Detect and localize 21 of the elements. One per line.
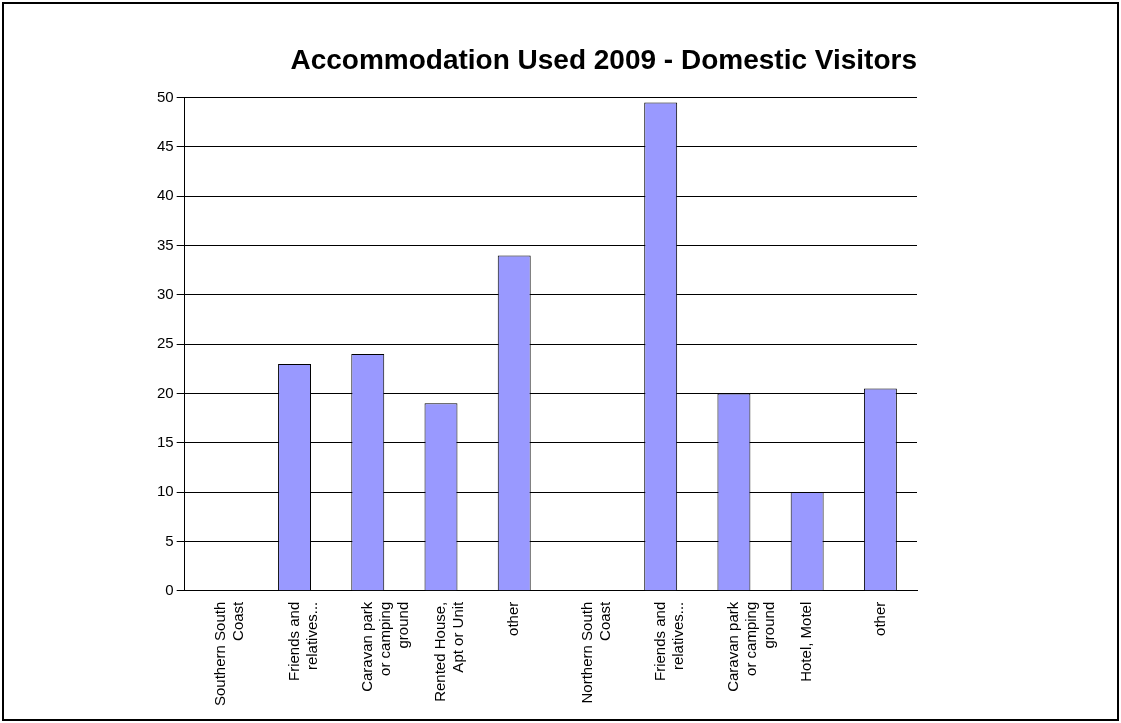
y-tick-label: 15 — [157, 432, 174, 450]
y-tick-label: 20 — [157, 383, 174, 401]
y-tick-label: 35 — [157, 235, 174, 253]
y-tick-label: 30 — [157, 285, 174, 302]
y-tick-label: 5 — [165, 531, 174, 549]
x-tick-label: Friends and relatives... — [650, 601, 686, 681]
y-tick-label: 25 — [157, 334, 174, 352]
y-tick-label: 10 — [157, 482, 174, 500]
x-tick-label: Caravan park or camping ground — [357, 601, 411, 692]
y-tick-label: 45 — [157, 137, 174, 155]
y-tick-label: 0 — [165, 580, 174, 598]
x-tick-label: Caravan park or camping ground — [724, 601, 778, 692]
x-tick-label: other — [870, 601, 888, 636]
x-tick-label: Southern South Coast — [211, 600, 247, 706]
y-tick-label: 40 — [157, 186, 174, 204]
y-tick-label: 50 — [157, 87, 174, 105]
x-tick-label: other — [504, 601, 522, 636]
x-tick-label: Northern South Coast — [577, 600, 613, 704]
x-tick-label: Friends and relatives... — [284, 601, 320, 681]
chart-title: Accommodation Used 2009 - Domestic Visitors — [290, 43, 917, 75]
x-tick-label: Hotel, Motel — [797, 601, 815, 682]
